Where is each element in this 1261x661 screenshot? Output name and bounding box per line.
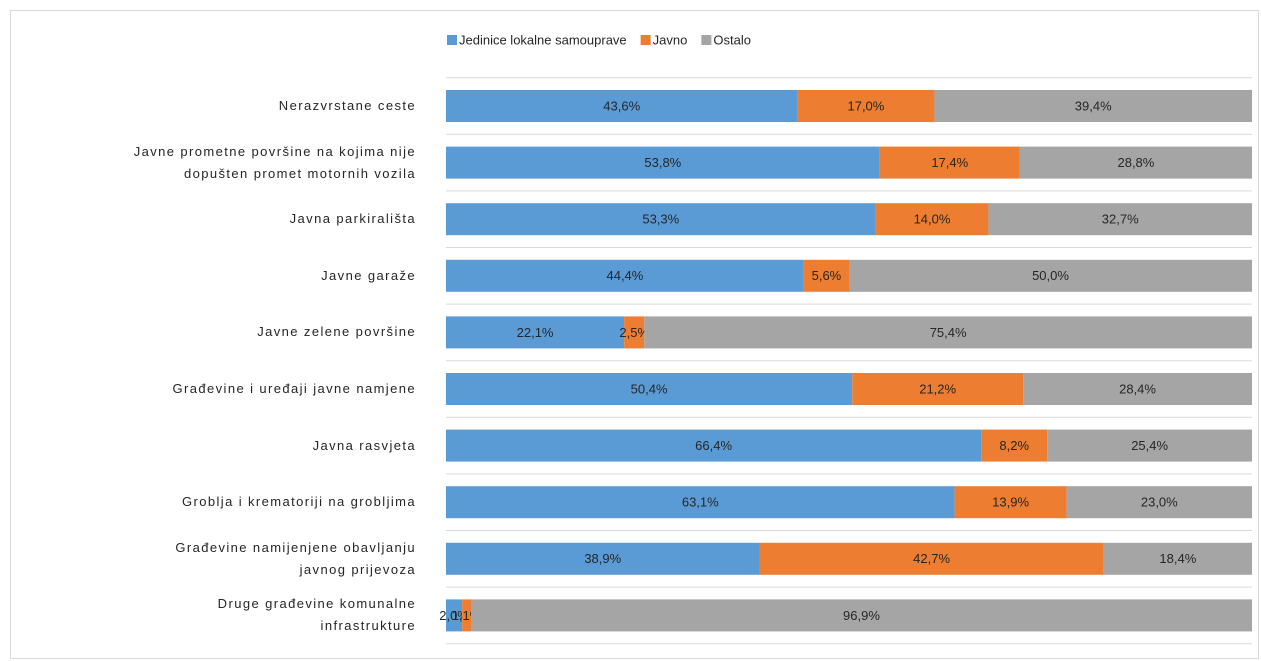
bar-segment [1103, 542, 1252, 575]
bar-segment [852, 373, 1024, 405]
category-label: Javne zelene površine [257, 324, 416, 340]
legend-swatch [701, 35, 712, 45]
category-label: Javne garaže [321, 267, 416, 283]
data-label: 5,6% [812, 268, 842, 283]
category-label: Javna parkirališta [289, 211, 416, 227]
category-label: Groblja i krematoriji na grobljima [182, 494, 416, 510]
data-label: 21,2% [919, 381, 956, 396]
data-label: 75,4% [930, 325, 967, 340]
data-label: 43,6% [603, 98, 640, 113]
bar-segment [446, 203, 876, 236]
bar-segment [446, 316, 625, 349]
category-label: Građevine i uređaji javne namjene [172, 381, 416, 396]
data-label: 2,5% [619, 325, 649, 340]
bar-segment [879, 146, 1020, 179]
bar-segment [849, 259, 1252, 292]
data-label: 14,0% [914, 212, 951, 227]
data-label: 42,7% [913, 551, 950, 566]
bar-segment [988, 203, 1252, 236]
bar-segment [446, 146, 880, 179]
bar-segment [446, 486, 955, 519]
category-label: Nerazvrstane ceste [278, 98, 416, 113]
data-label: 66,4% [695, 438, 732, 453]
legend-swatch [447, 35, 457, 45]
bar-segment [644, 316, 1252, 349]
bar-segment [797, 90, 935, 122]
data-label: 8,2% [999, 438, 1029, 453]
bar-segment [446, 542, 760, 575]
category-label: Javne prometne površine na kojima nije d… [133, 143, 416, 181]
bar-segment [875, 203, 989, 236]
bar-segment [446, 599, 463, 632]
data-label: 53,8% [644, 155, 681, 170]
bar-segment [981, 429, 1048, 462]
category-label: Građevine namijenjene obavljanju javnog … [175, 539, 416, 577]
bar-segment [934, 90, 1252, 122]
data-label: 28,4% [1119, 381, 1156, 396]
data-label: 23,0% [1141, 495, 1178, 510]
legend-swatch [640, 35, 651, 45]
data-label: 18,4% [1159, 551, 1196, 566]
bar-segment [954, 486, 1067, 519]
data-label: 32,7% [1102, 212, 1139, 227]
data-label: 28,8% [1117, 155, 1154, 170]
bar-segment [446, 373, 853, 405]
data-label: 96,9% [843, 608, 880, 623]
chart-frame [10, 10, 1259, 659]
data-label: 2,0% [439, 608, 469, 623]
data-label: 25,4% [1131, 438, 1168, 453]
category-label: Druge građevine komunalne infrastrukture [217, 596, 416, 634]
category-label: Javna rasvjeta [312, 437, 416, 453]
bar-segment [759, 542, 1104, 575]
legend-label: Jedinice lokalne samouprave [459, 32, 627, 47]
bar-segment [1047, 429, 1252, 462]
bar-segment [1023, 373, 1252, 405]
bar-segment [446, 259, 804, 292]
bar-segment [624, 316, 645, 349]
legend-label: Ostalo [713, 32, 751, 47]
data-label: 63,1% [682, 495, 719, 510]
data-label: 38,9% [584, 551, 621, 566]
bar-segment [803, 259, 849, 292]
bar-segment [446, 429, 982, 462]
data-label: 50,0% [1032, 268, 1069, 283]
data-label: 17,0% [847, 98, 884, 113]
bar-segment [462, 599, 471, 632]
bar-segment [446, 90, 798, 122]
bar-segment [470, 599, 1253, 632]
data-label: 22,1% [517, 325, 554, 340]
data-label: 53,3% [642, 212, 679, 227]
data-label: 17,4% [931, 155, 968, 170]
bar-segment [1019, 146, 1252, 179]
data-label: 13,9% [992, 495, 1029, 510]
legend-label: Javno [653, 32, 688, 47]
data-label: 44,4% [606, 268, 643, 283]
data-label: 50,4% [631, 381, 668, 396]
data-label: 39,4% [1075, 98, 1112, 113]
bar-segment [1066, 486, 1252, 519]
